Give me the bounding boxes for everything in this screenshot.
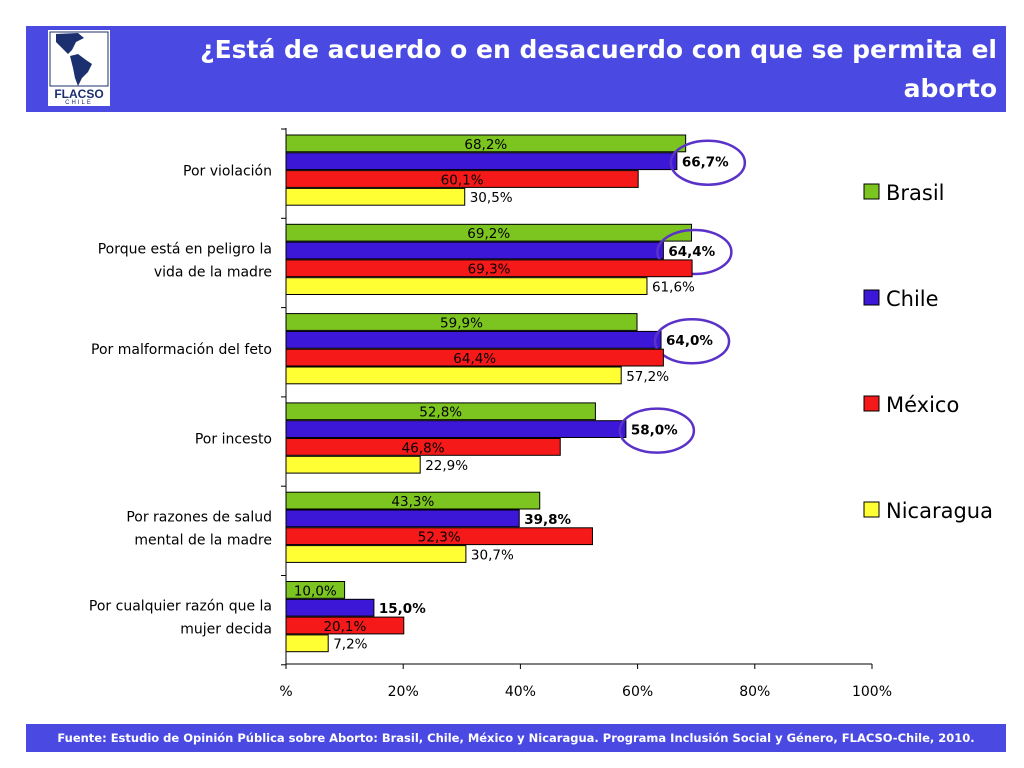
bar-chile	[285, 241, 664, 260]
data-label: 22,9%	[425, 458, 468, 474]
title-line-1: ¿Está de acuerdo o en desacuerdo con que…	[200, 35, 997, 103]
legend-swatch-chile	[863, 289, 880, 306]
bar-chile	[285, 330, 662, 349]
category-label: Por incesto	[195, 432, 272, 448]
legend-swatch-brasil	[863, 183, 880, 200]
logo-text: FLACSO	[54, 87, 104, 101]
x-tick-label: %	[279, 684, 292, 700]
x-tick-label: 40%	[505, 684, 536, 700]
data-label: 46,8%	[402, 440, 445, 456]
bar-méxico	[285, 527, 593, 546]
x-tick-label: 80%	[739, 684, 770, 700]
data-label: 59,9%	[440, 315, 483, 331]
data-label: 64,4%	[453, 351, 496, 367]
data-label: 68,2%	[464, 137, 507, 153]
category-label: vida de la madre	[154, 264, 272, 280]
bar-chile	[285, 152, 678, 171]
bar-brasil	[285, 223, 693, 242]
bar-méxico	[285, 259, 693, 278]
category-label: Porque está en peligro la	[98, 241, 272, 257]
page-title: ¿Está de acuerdo o en desacuerdo con que…	[120, 30, 997, 147]
legend-label: Brasil	[886, 181, 945, 205]
bar-nicaragua	[285, 277, 648, 296]
bar-méxico	[285, 616, 405, 635]
category-label: mental de la madre	[134, 532, 272, 548]
category-label: Por violación	[183, 164, 272, 180]
category-label: Por cualquier razón que la	[89, 599, 272, 615]
data-label: 57,2%	[626, 369, 669, 385]
bar-nicaragua	[285, 455, 421, 474]
data-label: 60,1%	[441, 172, 484, 188]
bar-chile	[285, 509, 520, 528]
bar-nicaragua	[285, 366, 622, 385]
x-tick-label: 60%	[622, 684, 653, 700]
bar-brasil	[285, 134, 687, 153]
data-label: 69,2%	[467, 226, 510, 242]
data-label: 64,4%	[668, 244, 715, 260]
data-label: 10,0%	[294, 583, 337, 599]
highlight-circle	[618, 407, 696, 454]
bar-méxico	[285, 348, 664, 367]
data-label: 15,0%	[379, 601, 426, 617]
category-label: Por razones de salud	[126, 509, 272, 525]
legend-label: México	[886, 393, 959, 417]
data-label: 20,1%	[323, 619, 366, 635]
bar-brasil	[285, 581, 346, 599]
legend-label: Nicaragua	[886, 499, 993, 523]
data-label: 64,0%	[666, 333, 713, 349]
bar-nicaragua	[285, 634, 329, 653]
category-label: Por malformación del feto	[91, 342, 272, 358]
bar-brasil	[285, 313, 638, 331]
legend-label: Chile	[886, 287, 939, 311]
bar-méxico	[285, 170, 639, 188]
data-label: 39,8%	[524, 512, 571, 528]
data-label: 52,3%	[418, 530, 461, 546]
highlight-circle	[653, 318, 731, 365]
highlight-circle	[656, 228, 733, 276]
bar-brasil	[285, 491, 541, 510]
legend-swatch-nicaragua	[863, 501, 880, 518]
data-label: 66,7%	[682, 155, 729, 171]
logo-subtext: CHILE	[65, 100, 93, 106]
x-tick-label: 20%	[388, 684, 419, 700]
highlight-circle	[669, 139, 747, 186]
bar-chile	[285, 598, 375, 617]
data-label: 43,3%	[391, 494, 434, 510]
americas-map-icon	[49, 31, 109, 87]
data-label: 69,3%	[468, 262, 511, 278]
title-banner	[26, 26, 1006, 112]
bar-chile	[285, 420, 627, 439]
bar-nicaragua	[285, 545, 467, 563]
legend-swatch-méxico	[863, 395, 880, 412]
category-label: mujer decida	[180, 622, 272, 638]
data-label: 52,8%	[419, 405, 462, 421]
data-label: 30,5%	[470, 190, 513, 206]
flacso-logo: FLACSO CHILE	[48, 30, 110, 106]
bar-brasil	[285, 402, 596, 421]
data-label: 30,7%	[471, 547, 514, 563]
x-tick-label: 100%	[852, 684, 892, 700]
bar-nicaragua	[285, 187, 466, 206]
data-label: 7,2%	[333, 637, 367, 653]
data-label: 58,0%	[631, 423, 678, 439]
source-footer: Fuente: Estudio de Opinión Pública sobre…	[26, 724, 1006, 752]
data-label: 61,6%	[652, 280, 695, 296]
bar-méxico	[285, 438, 561, 456]
